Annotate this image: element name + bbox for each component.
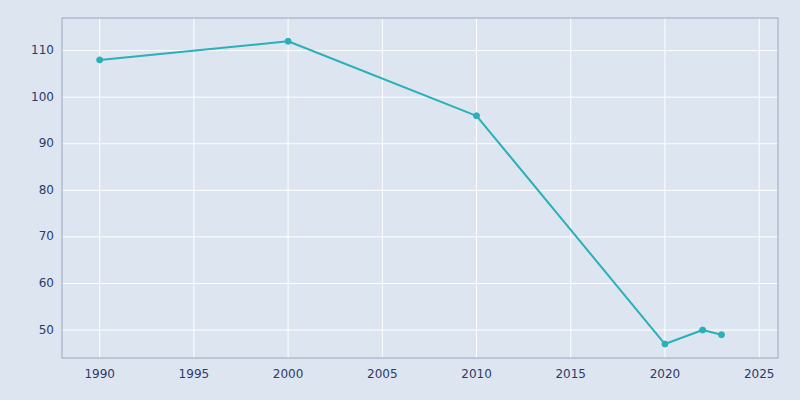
chart: 1990 1995 2000 2005 2010 2015 2020 2025 50 60 70 80… — [0, 0, 800, 400]
chart-container: 1990 1995 2000 2005 2010 2015 2020 2025 50 60 70 80… — [0, 0, 800, 400]
x-tick-label: 2025 — [744, 367, 775, 381]
point — [285, 38, 291, 44]
x-tick-label: 2020 — [650, 367, 681, 381]
point — [718, 332, 724, 338]
line — [100, 41, 722, 344]
x-grid-line — [664, 18, 665, 358]
x-grid-line — [476, 18, 477, 358]
x-tick-label: 1995 — [179, 367, 210, 381]
x-tick-label: 2000 — [273, 367, 304, 381]
x-grid-line — [288, 18, 289, 358]
y-tick-label: 50 — [39, 323, 54, 337]
x-tick-label: 2005 — [367, 367, 398, 381]
y-tick-label: 90 — [39, 136, 54, 150]
y-grid-line — [62, 97, 778, 98]
point — [700, 327, 706, 333]
y-tick-label: 70 — [39, 229, 54, 243]
x-tick-label: 2010 — [461, 367, 492, 381]
background — [0, 0, 800, 400]
y-tick-label: 60 — [39, 276, 54, 290]
x-grid-line — [382, 18, 383, 358]
grid — [62, 18, 778, 358]
x-tick-label: 2015 — [555, 367, 586, 381]
point — [474, 113, 480, 119]
y-tick-label: 80 — [39, 183, 54, 197]
plot-frame — [62, 18, 778, 358]
x-grid-line — [99, 18, 100, 358]
point — [662, 341, 668, 347]
series — [97, 38, 725, 347]
y-grid-line — [62, 283, 778, 284]
point — [97, 57, 103, 63]
axes: 1990 1995 2000 2005 2010 2015 2020 2025 50 60 70 80… — [31, 43, 774, 381]
x-grid-line — [193, 18, 194, 358]
y-tick-label: 100 — [31, 90, 54, 104]
x-grid-line — [759, 18, 760, 358]
y-grid-line — [62, 330, 778, 331]
y-tick-label: 110 — [31, 43, 54, 57]
y-grid-line — [62, 190, 778, 191]
y-grid-line — [62, 50, 778, 51]
y-grid-line — [62, 236, 778, 237]
x-tick-label: 1990 — [84, 367, 115, 381]
x-grid-line — [570, 18, 571, 358]
y-grid-line — [62, 143, 778, 144]
